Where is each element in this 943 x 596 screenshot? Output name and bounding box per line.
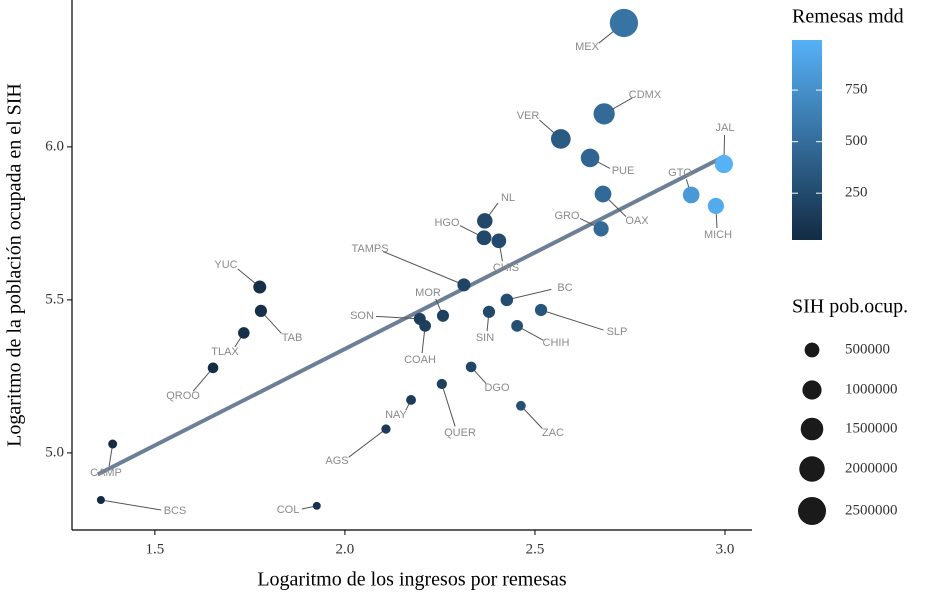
trend-line [96, 154, 726, 477]
colorbar-tick-label: 250 [845, 185, 868, 201]
size-legend-label: 2000000 [845, 460, 898, 476]
size-legend-label: 500000 [845, 341, 890, 357]
point-label: GTO [668, 167, 692, 179]
bubble [254, 304, 268, 318]
point-label: TAMPS [351, 243, 388, 255]
bubble [381, 424, 391, 434]
colorbar-title: Remesas mdd [792, 6, 904, 28]
point-label: COAH [404, 354, 436, 366]
point-label: HGO [434, 217, 460, 229]
x-tick-label: 1.5 [145, 541, 164, 557]
bubble [406, 395, 416, 405]
colorbar [792, 40, 822, 240]
colorbar-tick-label: 750 [845, 82, 868, 98]
bubble [482, 305, 496, 318]
size-legend-key [797, 496, 827, 526]
point-label: PUE [612, 165, 635, 177]
size-legend-title: SIH pob.ocup. [792, 296, 908, 318]
y-tick-label: 5.5 [45, 291, 64, 307]
bubble [516, 400, 526, 411]
bubble [593, 221, 609, 237]
point-label: QROO [166, 390, 200, 402]
point-label: AGS [325, 455, 348, 467]
bubble [714, 154, 733, 174]
size-legend-key [800, 417, 824, 441]
bubble [419, 320, 431, 332]
point-label: MEX [575, 41, 600, 53]
point-label: CDMX [629, 89, 662, 101]
bubble [593, 103, 615, 125]
point-label: MICH [704, 229, 732, 241]
point-label: TAB [282, 332, 303, 344]
bubble [312, 501, 321, 510]
size-legend-key [799, 456, 825, 482]
label-leader [506, 288, 552, 301]
label-leader [520, 405, 543, 429]
bubble [436, 378, 447, 390]
point-label: OAX [625, 215, 649, 227]
bubble [476, 230, 492, 246]
size-legend-key [804, 342, 820, 358]
bubble [500, 293, 514, 307]
x-axis-title: Logaritmo de los ingresos por remesas [257, 569, 567, 591]
bubble [207, 362, 219, 374]
bubble [682, 186, 700, 204]
point-label: GRO [554, 210, 580, 222]
size-legend-label: 1500000 [845, 420, 898, 436]
colorbar-tick-label: 500 [845, 133, 868, 149]
point-label: SIN [476, 332, 494, 344]
bubble [477, 213, 493, 229]
bubble [457, 278, 471, 292]
point-label: COL [277, 504, 300, 516]
point-label: NAY [385, 409, 407, 421]
point-label: BCS [164, 505, 187, 517]
y-tick-label: 5.0 [45, 444, 64, 460]
size-legend-key [802, 380, 822, 400]
point-label: SON [350, 310, 374, 322]
point-label: TLAX [211, 346, 239, 358]
bubble [253, 280, 267, 294]
y-axis-title: Logaritmo de la población ocupada en el … [4, 83, 26, 447]
bubble [550, 129, 571, 149]
point-label: JAL [716, 122, 735, 134]
label-leader [375, 315, 420, 320]
label-leader [540, 309, 604, 331]
bubble [238, 327, 250, 339]
point-label: QUER [444, 427, 476, 439]
point-label: YUC [214, 259, 237, 271]
label-leader [348, 428, 387, 458]
point-label: DGO [484, 382, 510, 394]
bubble [707, 197, 724, 215]
point-label: MOR [415, 287, 441, 299]
label-leader [100, 499, 162, 511]
bubble [609, 8, 639, 38]
x-tick-label: 2.5 [526, 541, 545, 557]
label-leader [382, 251, 465, 286]
point-label: ZAC [542, 427, 564, 439]
bubble [580, 148, 600, 168]
bubble [594, 185, 612, 203]
point-label: CAMP [90, 467, 122, 479]
point-label: BC [557, 282, 572, 294]
bubble [511, 320, 523, 332]
point-label: CHIH [543, 337, 570, 349]
bubble [96, 495, 105, 505]
size-legend-label: 2500000 [845, 502, 898, 518]
point-label: NL [501, 192, 515, 204]
size-legend-label: 1000000 [845, 381, 898, 397]
bubble [491, 233, 507, 249]
label-leader [441, 383, 456, 427]
bubble [436, 309, 450, 322]
y-tick-label: 6.0 [45, 138, 64, 154]
point-label: SLP [607, 326, 628, 338]
point-label: VER [517, 110, 540, 122]
point-label: CHIS [493, 262, 519, 274]
bubble [465, 361, 477, 373]
x-tick-label: 3.0 [716, 541, 735, 557]
bubble [534, 303, 548, 317]
x-tick-label: 2.0 [336, 541, 355, 557]
bubble [108, 439, 118, 449]
